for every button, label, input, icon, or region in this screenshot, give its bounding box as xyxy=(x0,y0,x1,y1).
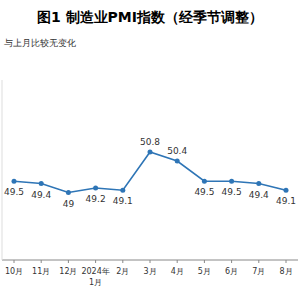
data-label: 49.5 xyxy=(4,187,24,197)
data-label: 49.4 xyxy=(249,190,269,200)
x-tick-label: 12月 xyxy=(59,267,77,276)
annotation: 与上月比较无变化 xyxy=(4,38,76,48)
point xyxy=(229,179,234,184)
data-label: 49.5 xyxy=(222,187,242,197)
x-tick-label: 4月 xyxy=(171,267,184,276)
point xyxy=(120,188,125,193)
data-label: 49.5 xyxy=(194,187,214,197)
x-tick-label: 8月 xyxy=(279,267,292,276)
x-tick-label: 10月 xyxy=(5,267,23,276)
y-axis xyxy=(2,80,3,260)
point xyxy=(284,188,289,193)
point xyxy=(256,181,261,186)
chart: 图1 制造业PMI指数（经季节调整） 与上月比较无变化 10月 11月 12月 2024年… xyxy=(0,0,300,300)
point xyxy=(66,190,71,195)
title: 图1 制造业PMI指数（经季节调整） xyxy=(37,9,263,25)
x-tick xyxy=(204,260,205,263)
x-tick-label: 3月 xyxy=(143,267,156,276)
data-label: 49 xyxy=(63,199,75,209)
x-tick xyxy=(177,260,178,263)
point xyxy=(39,181,44,186)
data-label: 49.2 xyxy=(86,194,106,204)
pmi-line xyxy=(14,152,286,193)
data-label: 49.1 xyxy=(113,196,133,206)
x-tick-label: 11月 xyxy=(32,267,50,276)
x-tick xyxy=(286,260,287,263)
x-tick-label: 2024年1月 xyxy=(81,267,109,287)
point xyxy=(12,179,17,184)
x-tick xyxy=(258,260,259,263)
x-tick xyxy=(150,260,151,263)
x-tick xyxy=(68,260,69,263)
x-tick xyxy=(122,260,123,263)
x-tick xyxy=(95,260,96,263)
x-tick xyxy=(41,260,42,263)
data-label: 50.4 xyxy=(167,146,187,156)
data-label: 49.4 xyxy=(31,190,51,200)
x-tick-label: 6月 xyxy=(225,267,238,276)
point xyxy=(202,179,207,184)
x-tick-label: 2月 xyxy=(116,267,129,276)
chart-root: 图1 制造业PMI指数（经季节调整） 与上月比较无变化 10月 11月 12月 2024年… xyxy=(0,0,300,300)
x-tick xyxy=(14,260,15,263)
x-tick-label: 7月 xyxy=(252,267,265,276)
point xyxy=(175,159,180,164)
data-label: 50.8 xyxy=(140,137,160,147)
x-tick-label: 5月 xyxy=(198,267,211,276)
point xyxy=(148,150,153,155)
point xyxy=(93,186,98,191)
x-tick xyxy=(231,260,232,263)
data-label: 49.1 xyxy=(276,196,296,206)
plot-area xyxy=(12,150,289,196)
